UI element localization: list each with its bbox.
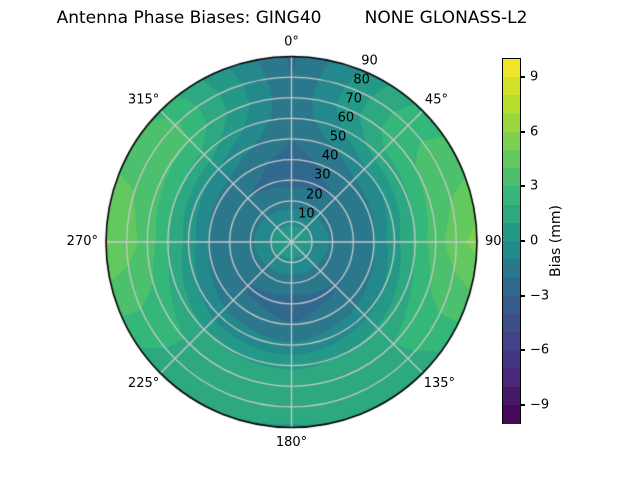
r-tick-label-60: 60 (337, 110, 355, 126)
colorbar-band (503, 277, 520, 297)
colorbar-band (503, 204, 520, 224)
colorbar-band (503, 95, 520, 115)
theta-tick-label-225deg: 225° (127, 375, 160, 391)
r-tick-label-20: 20 (306, 187, 323, 203)
colorbar-band (503, 259, 520, 278)
colorbar-band (503, 350, 520, 369)
r-tick-label-10: 10 (298, 206, 315, 222)
colorbar-tick-mark (521, 403, 525, 406)
colorbar-band (503, 241, 520, 260)
r-tick-label-50: 50 (329, 129, 347, 145)
colorbar-band (503, 404, 520, 424)
colorbar-tick-mark (521, 130, 525, 133)
colorbar-axis-label: Bias (mm) (548, 204, 564, 278)
colorbar-band (503, 313, 520, 333)
colorbar-band (503, 59, 520, 78)
theta-tick-label-180deg: 180° (275, 434, 308, 450)
colorbar-band (503, 168, 520, 187)
colorbar-tick-label: 3 (530, 178, 539, 194)
colorbar-tick-label: 0 (530, 233, 539, 249)
colorbar-band (503, 295, 520, 315)
colorbar-band (503, 150, 520, 169)
colorbar-tick-label: 6 (530, 124, 539, 140)
colorbar-tick-mark (521, 240, 525, 242)
colorbar-band (503, 368, 520, 388)
colorbar-band (503, 386, 520, 406)
theta-tick-label-315deg: 315° (127, 92, 160, 108)
r-tick-label-40: 40 (321, 148, 339, 164)
colorbar-tick-mark (521, 349, 525, 352)
colorbar-tick-label: −3 (530, 288, 550, 304)
colorbar-tick-mark (521, 185, 525, 188)
colorbar-tick-mark (521, 294, 525, 297)
theta-tick-label-90deg: 90 (485, 234, 502, 250)
colorbar-band (503, 222, 520, 242)
colorbar-band (503, 113, 520, 133)
colorbar-band (503, 186, 520, 206)
r-tick-label-70: 70 (345, 91, 363, 107)
colorbar-band (503, 77, 520, 96)
r-tick-label-80: 80 (353, 72, 370, 88)
theta-tick-label-0deg: 0° (284, 33, 299, 49)
colorbar (502, 58, 521, 424)
colorbar-tick-label: −6 (530, 342, 550, 358)
colorbar-tick-label: 9 (530, 69, 539, 85)
theta-tick-label-270deg: 270° (66, 234, 98, 250)
colorbar-band (503, 332, 520, 351)
r-tick-label-30: 30 (313, 167, 331, 183)
colorbar-band (503, 131, 520, 151)
theta-tick-label-45deg: 45° (424, 92, 448, 108)
colorbar-tick-label: −9 (530, 397, 550, 413)
r-tick-label-90: 90 (361, 53, 378, 69)
chart-title: Antenna Phase Biases: GING40 NONE GLONAS… (56, 8, 528, 28)
colorbar-tick-mark (521, 76, 525, 79)
theta-tick-label-135deg: 135° (423, 375, 456, 391)
